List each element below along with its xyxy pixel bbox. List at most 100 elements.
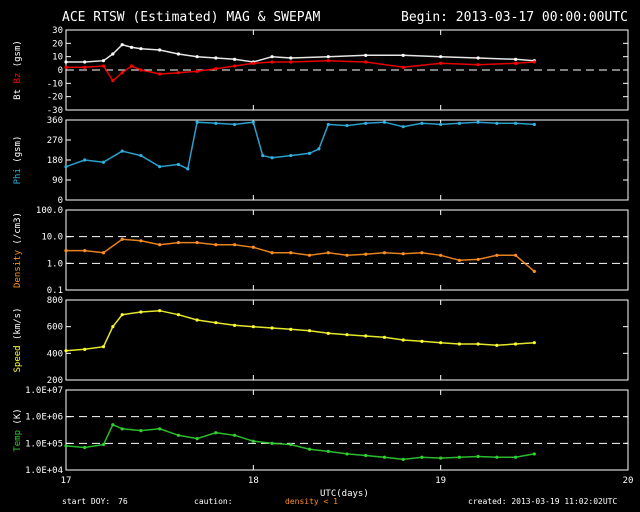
data-point-temp [382, 455, 387, 459]
data-point-speed [345, 333, 349, 337]
data-point-density [326, 251, 330, 255]
data-point-bt [129, 45, 134, 49]
data-point-density [345, 253, 349, 257]
data-point-density [439, 253, 443, 257]
data-point-bz [514, 61, 518, 65]
data-point-phi [476, 120, 480, 124]
start-doy-value: 76 [118, 497, 128, 506]
caution-label: caution: [194, 497, 233, 506]
data-point-temp [307, 447, 312, 451]
data-point-bt [270, 55, 274, 59]
data-point-bt [139, 47, 143, 51]
data-point-density [101, 251, 106, 255]
data-point-bz [532, 60, 536, 64]
data-point-density [214, 243, 218, 247]
data-point-phi [83, 158, 87, 162]
y-tick-label-speed: 800 [47, 296, 63, 306]
data-point-speed [495, 343, 499, 347]
data-point-temp [289, 442, 293, 447]
data-point-phi [457, 121, 461, 125]
y-axis-label-part: Density [13, 249, 23, 288]
data-point-bt [326, 55, 330, 59]
data-point-phi [514, 121, 518, 125]
data-point-speed [111, 325, 115, 329]
data-point-bt [514, 57, 518, 61]
y-tick-label-temp: 1.0E+07 [25, 386, 63, 396]
y-axis-label-part: Bz [13, 73, 23, 89]
y-tick-label-temp: 1.0E+04 [25, 466, 63, 476]
y-axis-label-part: Bt [13, 89, 23, 100]
y-axis-label-speed: Speed (km/s) [13, 307, 23, 372]
data-point-phi [158, 165, 162, 169]
data-point-bt [83, 60, 87, 64]
data-point-temp [345, 452, 349, 456]
data-point-bt [289, 56, 293, 60]
data-point-phi [289, 153, 293, 158]
y-tick-label-phi: 0 [58, 196, 63, 206]
y-tick-label-density: 100.0 [36, 206, 63, 216]
data-point-temp [457, 455, 461, 459]
data-point-temp [439, 456, 443, 460]
y-tick-label-mag: -30 [47, 106, 63, 116]
y-tick-label-mag: -10 [47, 79, 63, 89]
data-point-bt [401, 53, 405, 57]
data-point-phi [270, 156, 274, 160]
data-point-bt [214, 56, 218, 60]
series-line-density [66, 238, 535, 272]
y-tick-label-density: 1.0 [47, 259, 63, 269]
data-point-phi [307, 151, 312, 155]
data-point-bz [326, 59, 330, 63]
x-axis-label: UTC(days) [320, 489, 369, 499]
y-axis-label-part: (gsm) [13, 136, 23, 169]
y-tick-label-phi: 270 [47, 136, 63, 146]
y-tick-label-phi: 90 [52, 176, 63, 186]
data-point-speed [158, 309, 162, 313]
data-point-density [420, 251, 424, 255]
data-point-bt [476, 56, 480, 60]
series-line-bz [66, 59, 535, 82]
panel-frame-phi [65, 119, 629, 201]
y-axis-label-part: Phi [13, 168, 23, 184]
data-point-bt [233, 57, 237, 61]
data-point-phi [326, 122, 330, 127]
y-tick-label-phi: 360 [47, 116, 63, 126]
data-point-bz [101, 64, 106, 68]
data-point-bz [401, 65, 405, 69]
data-point-density [382, 251, 387, 255]
data-point-bz [439, 61, 443, 65]
data-point-phi [101, 160, 106, 164]
data-point-bz [195, 69, 199, 73]
data-point-bz [64, 65, 68, 69]
data-point-speed [214, 321, 218, 325]
data-point-density [64, 249, 68, 253]
y-axis-label-part: Speed [13, 345, 23, 372]
data-point-density [457, 258, 461, 262]
data-point-phi [195, 120, 199, 124]
data-point-temp [195, 437, 199, 441]
series-line-speed [65, 309, 535, 352]
data-point-bz [364, 60, 368, 64]
data-point-speed [289, 327, 293, 331]
series-line-phi [65, 121, 535, 170]
data-point-speed [364, 334, 368, 338]
data-point-phi [317, 147, 321, 151]
y-axis-label-part: (/cm3) [13, 212, 23, 250]
data-point-bt [176, 52, 180, 56]
data-point-phi [139, 153, 143, 158]
data-point-bz [120, 71, 124, 75]
data-point-density [289, 251, 293, 255]
data-point-phi [495, 121, 499, 125]
data-point-speed [401, 338, 405, 342]
data-point-temp [401, 457, 405, 461]
y-tick-label-temp: 1.0E+06 [25, 413, 63, 423]
data-point-speed [326, 331, 330, 335]
data-point-bt [111, 52, 115, 56]
data-point-density [401, 252, 405, 256]
data-point-phi [532, 122, 536, 127]
data-point-phi [439, 122, 443, 127]
data-point-density [195, 240, 199, 245]
y-tick-label-mag: 20 [52, 39, 63, 49]
data-point-bz [139, 68, 143, 72]
y-axis-label-part: (K) [13, 408, 23, 430]
